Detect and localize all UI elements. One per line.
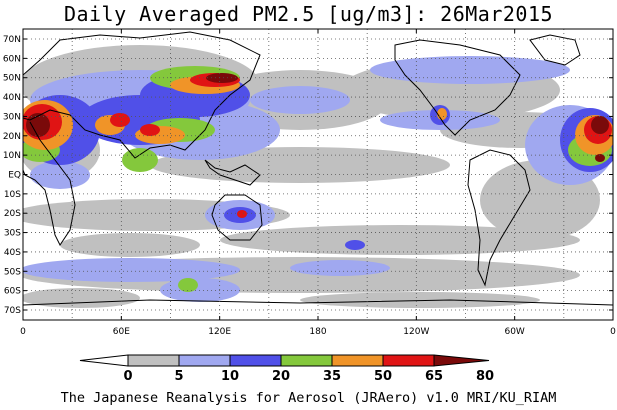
colorbar-swatch: [229, 354, 282, 367]
map-grid: [23, 29, 613, 320]
colorbar-level-label: 50: [374, 369, 392, 384]
colorbar-level-label: 35: [323, 369, 341, 384]
colorbar-level-label: 10: [221, 369, 239, 384]
colorbar-level-label: 80: [476, 369, 494, 384]
colorbar-swatch: [382, 354, 435, 367]
lon-label: 60E: [113, 327, 130, 337]
colorbar-swatch-low: [79, 354, 129, 367]
colorbar-level-label: 0: [123, 369, 132, 384]
footer-credit: The Japanese Reanalysis for Aerosol (JRA…: [60, 390, 557, 406]
lat-label: 70N: [3, 35, 21, 45]
lat-label: 20S: [4, 209, 21, 219]
lat-label: 60N: [3, 54, 21, 64]
lat-label: 10S: [4, 190, 21, 200]
lat-label: 40S: [4, 248, 21, 258]
colorbar-level-label: 5: [174, 369, 183, 384]
colorbar-level-label: 65: [425, 369, 443, 384]
latitude-labels: 70N 60N 50N 40N 30N 20N 10N EQ 10S 20S 30S 40S 50S 60…: [3, 35, 21, 316]
coastlines: [23, 31, 613, 306]
colorbar-swatch: [178, 354, 231, 367]
lon-label: 120W: [403, 327, 429, 337]
lat-label: EQ: [8, 171, 21, 181]
lat-label: 30N: [3, 112, 21, 122]
lat-label: 10N: [3, 151, 21, 161]
lat-label: 30S: [4, 229, 21, 239]
lat-label: 50N: [3, 74, 21, 84]
longitude-labels: 0 60E 120E 180 120W 60W 0: [20, 327, 616, 337]
colorbar: [79, 354, 490, 367]
colorbar-swatch: [127, 354, 180, 367]
concentration-field: [23, 29, 613, 320]
lon-label: 0: [610, 327, 616, 337]
colorbar-labels: 0 5 10 20 35 50 65 80: [123, 369, 494, 384]
axis-ticks: [22, 29, 614, 320]
lat-label: 40N: [3, 93, 21, 103]
colorbar-level-label: 20: [272, 369, 290, 384]
colorbar-swatch: [331, 354, 384, 367]
map-title: Daily Averaged PM2.5 [ug/m3]: 26Mar2015: [63, 2, 554, 26]
lat-label: 70S: [4, 306, 21, 316]
lon-label: 180: [309, 327, 326, 337]
lat-label: 50S: [4, 267, 21, 277]
lat-label: 60S: [4, 287, 21, 297]
colorbar-swatch-high: [433, 354, 490, 367]
lon-label: 0: [20, 327, 26, 337]
lat-label: 20N: [3, 132, 21, 142]
lon-label: 60W: [504, 327, 524, 337]
colorbar-swatch: [280, 354, 333, 367]
lon-label: 120E: [208, 327, 231, 337]
